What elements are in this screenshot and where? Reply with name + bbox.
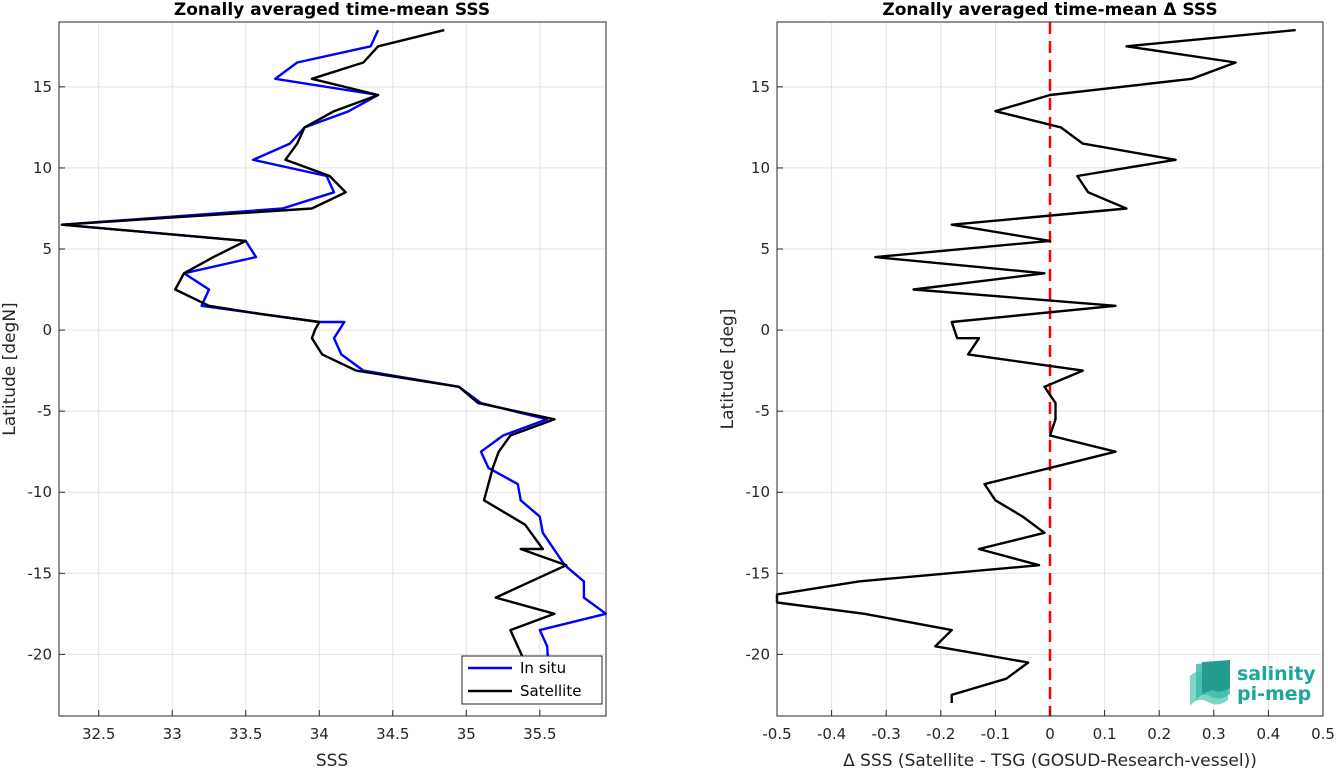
left-tick-labels: 32.5 33 33.5 34 34.5 35 35.5 -20 -15 -10 -5 0 5 10 15	[28, 78, 557, 743]
right-y-tick-label: 15	[751, 78, 770, 96]
right-x-tick-label: -0.4	[817, 725, 846, 743]
right-x-tick-label: 0.4	[1256, 725, 1280, 743]
right-x-tick-label: -0.3	[872, 725, 901, 743]
left-y-tick-label: 10	[33, 159, 52, 177]
right-x-axis-label: Δ SSS (Satellite - TSG (GOSUD-Research-v…	[843, 751, 1257, 769]
left-x-tick-label: 34.5	[376, 725, 409, 743]
right-x-tick-label: 0.3	[1202, 725, 1226, 743]
left-plot-area	[59, 22, 606, 716]
salinity-pi-mep-logo: salinity pi-mep	[1190, 660, 1316, 706]
right-x-tick-label: -0.5	[762, 725, 791, 743]
legend-label-satellite: Satellite	[520, 682, 581, 700]
logo-line1: salinity	[1237, 663, 1316, 685]
left-x-tick-label: 33	[163, 725, 182, 743]
right-panel: -0.5 -0.4 -0.3 -0.2 -0.1 0 0.1 0.2 0.3 0.4 0.5 -20 -…	[718, 0, 1335, 769]
logo-line2: pi-mep	[1237, 683, 1311, 705]
left-x-tick-label: 35	[457, 725, 476, 743]
left-y-tick-label: -10	[28, 483, 53, 501]
right-y-tick-label: 10	[751, 159, 770, 177]
left-y-tick-label: 0	[42, 321, 52, 339]
right-x-tick-label: -0.1	[981, 725, 1010, 743]
left-y-tick-label: -15	[28, 564, 53, 582]
legend-label-in-situ: In situ	[520, 659, 566, 677]
right-chart-title: Zonally averaged time-mean Δ SSS	[882, 0, 1217, 20]
left-x-tick-label: 35.5	[523, 725, 556, 743]
legend-box	[461, 655, 603, 705]
left-panel: 32.5 33 33.5 34 34.5 35 35.5-20-15-10-5051015 …	[0, 0, 608, 769]
right-x-tick-label: 0.1	[1093, 725, 1117, 743]
left-x-tick-label: 34	[310, 725, 329, 743]
right-tick-labels: -0.5 -0.4 -0.3 -0.2 -0.1 0 0.1 0.2 0.3 0.4 0.5 -20 -…	[746, 78, 1335, 743]
right-x-tick-label: 0	[1045, 725, 1055, 743]
right-y-tick-label: 5	[760, 240, 770, 258]
right-x-tick-label: 0.5	[1311, 725, 1335, 743]
left-axes-box	[58, 21, 607, 717]
left-y-tick-label: 5	[42, 240, 52, 258]
left-grid	[59, 22, 606, 716]
left-y-tick-label: 15	[33, 78, 52, 96]
left-y-tick-label: -20	[28, 645, 53, 663]
left-x-axis-label: SSS	[316, 751, 348, 769]
right-y-tick-label: -15	[746, 564, 771, 582]
legend: In situ Satellite	[461, 655, 603, 705]
left-y-tick-label: -5	[37, 402, 52, 420]
logo-waves-icon	[1190, 660, 1230, 706]
left-series-line-in-situ	[60, 29, 608, 695]
left-series-group	[60, 28, 608, 696]
left-y-axis-label: Latitude [degN]	[0, 302, 20, 435]
left-x-tick-label: 32.5	[82, 725, 115, 743]
right-y-tick-label: -5	[755, 402, 770, 420]
left-series-line-satellite	[60, 28, 568, 696]
right-x-tick-label: -0.2	[926, 725, 955, 743]
right-x-tick-label: 0.2	[1147, 725, 1171, 743]
right-y-tick-label: -10	[746, 483, 771, 501]
left-chart-title: Zonally averaged time-mean SSS	[174, 0, 490, 20]
right-y-tick-label: 0	[760, 321, 770, 339]
left-x-tick-label: 33.5	[229, 725, 262, 743]
right-y-axis-label: Latitude [deg]	[718, 309, 738, 430]
right-y-tick-label: -20	[746, 645, 771, 663]
